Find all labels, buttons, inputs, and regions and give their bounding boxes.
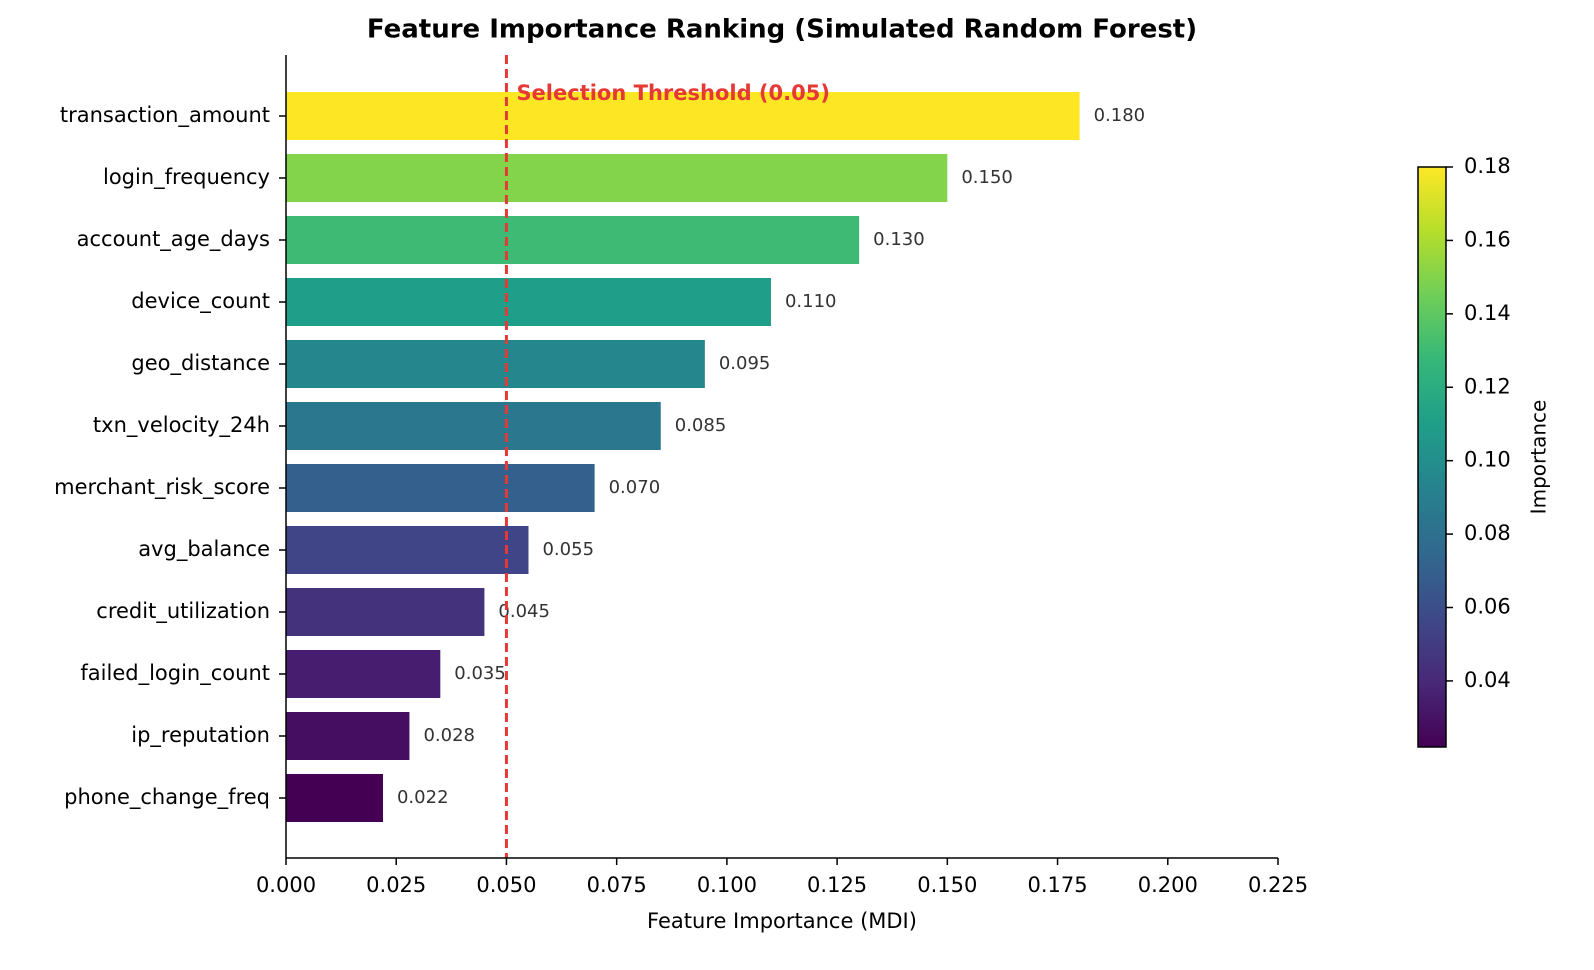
bar	[286, 526, 529, 574]
x-tick-label: 0.125	[807, 873, 867, 897]
value-label: 0.150	[961, 167, 1013, 188]
x-tick-label: 0.150	[917, 873, 977, 897]
value-label: 0.022	[397, 787, 449, 808]
chart-title: Feature Importance Ranking (Simulated Ra…	[367, 15, 1197, 45]
colorbar-tick-label: 0.14	[1464, 301, 1511, 325]
x-tick-label: 0.075	[587, 873, 647, 897]
y-tick-label: ip_reputation	[131, 723, 270, 748]
bar	[286, 774, 383, 822]
value-label: 0.095	[719, 353, 771, 374]
y-tick-label: geo_distance	[131, 351, 270, 376]
colorbar-tick-label: 0.04	[1464, 668, 1511, 692]
colorbar-label: Importance	[1527, 400, 1551, 515]
y-tick-label: txn_velocity_24h	[93, 413, 270, 438]
y-tick-label: login_frequency	[103, 165, 270, 190]
bar	[286, 92, 1080, 140]
bar	[286, 278, 771, 326]
x-tick-label: 0.175	[1027, 873, 1087, 897]
value-label: 0.055	[542, 539, 594, 560]
x-tick-label: 0.050	[476, 873, 536, 897]
x-tick-label: 0.225	[1248, 873, 1308, 897]
value-label: 0.070	[609, 477, 661, 498]
colorbar	[1417, 166, 1447, 748]
y-tick-label: phone_change_freq	[64, 785, 270, 810]
y-tick-label: transaction_amount	[60, 103, 270, 128]
y-tick-label: merchant_risk_score	[54, 475, 270, 500]
colorbar-tick-label: 0.06	[1464, 595, 1511, 619]
bar	[286, 588, 485, 636]
value-label: 0.130	[873, 229, 925, 250]
value-label: 0.110	[785, 291, 837, 312]
threshold-annotation: Selection Threshold (0.05)	[516, 81, 829, 105]
bar	[286, 216, 860, 264]
bar	[286, 712, 410, 760]
y-tick-label: credit_utilization	[96, 599, 270, 624]
y-tick-label: failed_login_count	[80, 661, 270, 686]
y-tick-label: device_count	[131, 289, 270, 314]
x-tick-label: 0.200	[1138, 873, 1198, 897]
bar	[286, 650, 441, 698]
bar	[286, 464, 595, 512]
value-label: 0.028	[423, 725, 475, 746]
colorbar-tick-label: 0.10	[1464, 448, 1511, 472]
value-label: 0.045	[498, 601, 550, 622]
y-tick-label: avg_balance	[138, 537, 270, 562]
colorbar-tick-label: 0.08	[1464, 521, 1511, 545]
value-label: 0.035	[454, 663, 506, 684]
colorbar-tick-label: 0.18	[1464, 154, 1511, 178]
y-tick-label: account_age_days	[77, 227, 270, 252]
x-tick-label: 0.000	[256, 873, 316, 897]
x-tick-label: 0.025	[366, 873, 426, 897]
x-tick-label: 0.100	[697, 873, 757, 897]
colorbar-tick-label: 0.12	[1464, 374, 1511, 398]
value-label: 0.180	[1094, 105, 1146, 126]
bar	[286, 154, 948, 202]
x-axis-label: Feature Importance (MDI)	[647, 909, 917, 933]
bar	[286, 402, 661, 450]
value-label: 0.085	[675, 415, 727, 436]
bar	[286, 340, 705, 388]
colorbar-tick-label: 0.16	[1464, 227, 1511, 251]
